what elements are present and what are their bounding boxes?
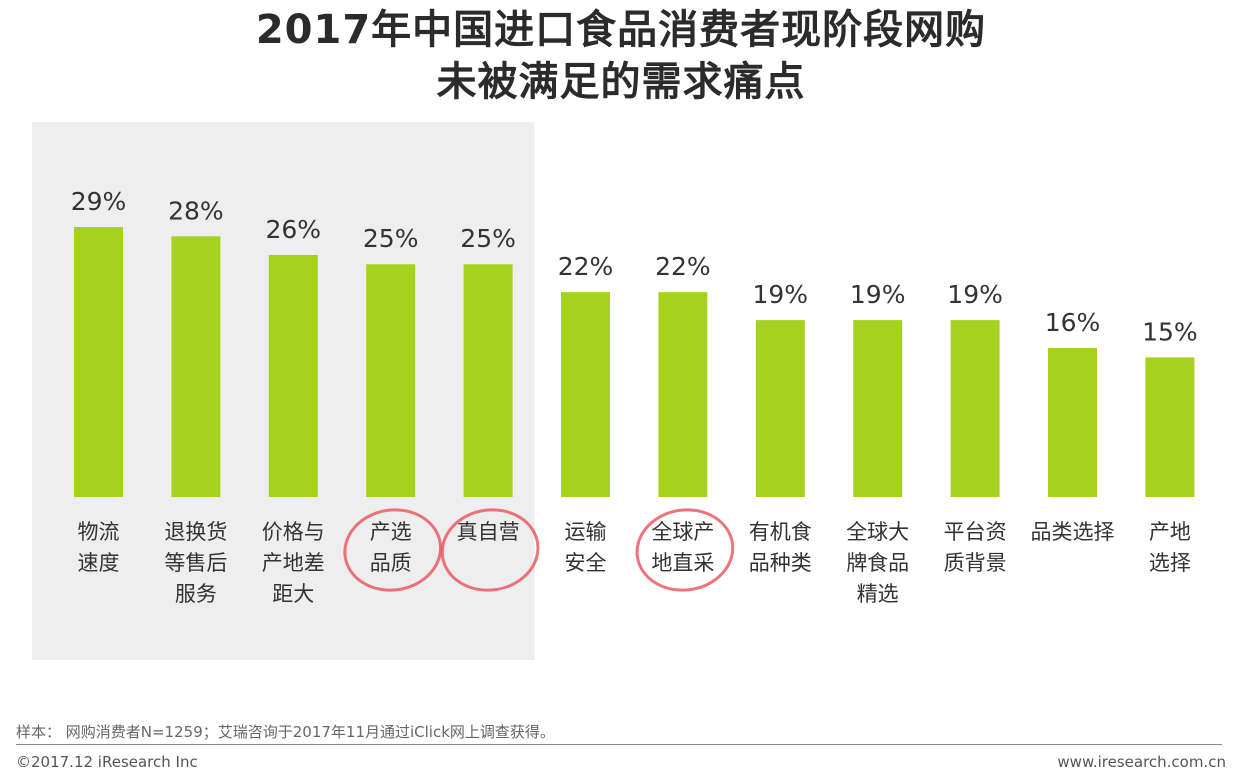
bar [463,264,513,497]
data-label: 19% [947,280,1003,309]
category-label: 全球产 [651,520,714,544]
data-label: 26% [266,215,322,244]
bar [1145,357,1195,497]
bar [268,254,318,497]
category-label: 选择 [1149,551,1191,575]
category-label: 安全 [565,551,607,575]
bar [950,320,1000,497]
footer-divider [16,744,1222,745]
data-label: 15% [1142,317,1198,346]
category-label: 等售后 [164,551,227,575]
category-label: 品质 [370,551,412,575]
category-label: 品种类 [749,551,812,575]
annotation-circle [440,508,540,592]
category-label: 平台资 [944,520,1007,544]
category-label: 有机食 [749,520,812,544]
data-label: 29% [71,187,127,216]
chart-title-line-1: 2017年中国进口食品消费者现阶段网购 [255,7,987,53]
category-label: 精选 [857,582,899,606]
category-label: 质背景 [944,551,1007,575]
data-label: 19% [850,280,906,309]
bar [853,320,903,497]
bar [658,292,708,497]
annotation-circle [343,508,443,592]
data-label: 25% [363,224,419,253]
chart-title: 2017年中国进口食品消费者现阶段网购 未被满足的需求痛点 [0,4,1242,108]
category-label: 产地 [1149,520,1191,544]
bar [755,320,805,497]
bar [366,264,416,497]
data-label: 16% [1045,308,1101,337]
category-label: 距大 [272,582,314,606]
data-label: 19% [753,280,809,309]
category-label: 运输 [565,520,607,544]
category-label: 物流 [78,520,120,544]
chart-title-line-2: 未被满足的需求痛点 [436,59,806,105]
category-label: 价格与 [262,520,325,544]
sample-note: 样本： 网购消费者N=1259；艾瑞咨询于2017年11月通过iClick网上调… [16,723,555,741]
category-label: 退换货 [164,520,227,544]
category-label: 速度 [78,551,120,575]
bar [561,292,610,497]
category-label: 产地差 [262,551,325,575]
data-label: 22% [558,252,614,281]
annotation-circle [635,508,735,592]
bar [74,227,123,497]
website-link[interactable]: www.iresearch.com.cn [1057,753,1226,771]
category-label: 品类选择 [1031,520,1115,544]
category-label: 真自营 [457,520,520,544]
category-label: 全球大 [846,520,909,544]
category-label: 地直采 [651,551,714,575]
category-label: 牌食品 [846,551,909,575]
category-label: 产选 [370,520,412,544]
data-label: 28% [168,196,224,225]
bar [171,236,221,497]
data-label: 22% [655,252,711,281]
category-label: 服务 [175,582,217,606]
data-label: 25% [460,224,516,253]
bar [1048,348,1097,497]
copyright-text: ©2017.12 iResearch Inc [16,753,198,771]
